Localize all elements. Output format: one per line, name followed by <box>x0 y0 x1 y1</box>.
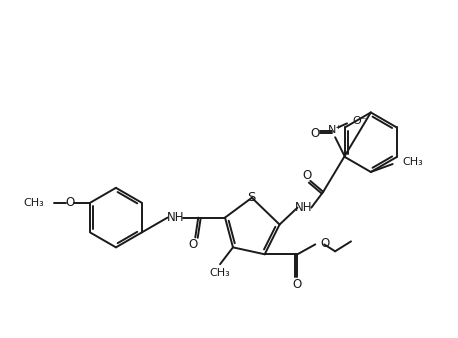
Text: CH₃: CH₃ <box>210 268 230 278</box>
Text: O: O <box>65 196 75 209</box>
Text: O: O <box>311 127 320 140</box>
Text: O: O <box>303 169 312 183</box>
Text: CH₃: CH₃ <box>24 198 44 208</box>
Text: O: O <box>320 237 329 250</box>
Text: S: S <box>248 191 256 204</box>
Text: O⁻: O⁻ <box>352 116 366 126</box>
Text: CH₃: CH₃ <box>403 157 423 167</box>
Text: NH: NH <box>167 211 184 224</box>
Text: N⁺: N⁺ <box>328 125 342 135</box>
Text: O: O <box>293 277 302 291</box>
Text: NH: NH <box>294 201 312 214</box>
Text: O: O <box>189 238 198 251</box>
